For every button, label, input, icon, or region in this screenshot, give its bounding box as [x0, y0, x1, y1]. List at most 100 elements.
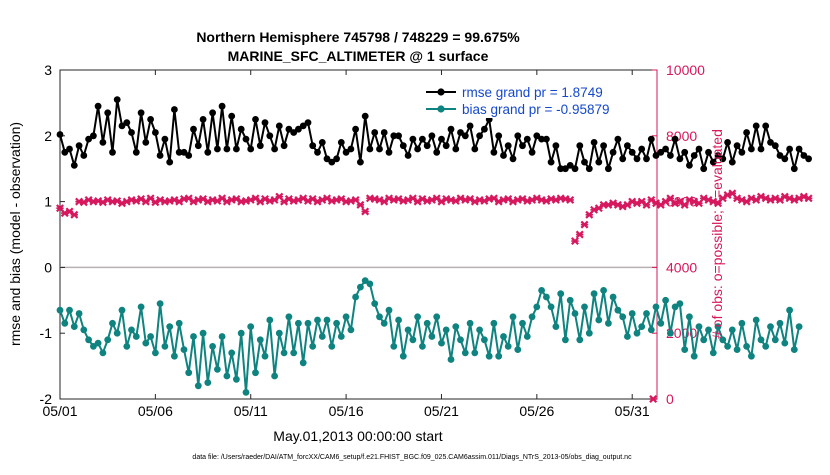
series-bias-point — [519, 319, 526, 327]
series-bias-point — [757, 336, 765, 344]
series-rmse-point — [471, 145, 479, 153]
series-bias-point — [99, 349, 107, 357]
series-bias-point — [767, 323, 774, 330]
series-bias-point — [771, 336, 779, 344]
series-rmse-point — [118, 122, 126, 130]
legend-bias-label: bias grand pr = -0.95879 — [462, 102, 609, 117]
series-bias-point — [690, 352, 698, 360]
series-rmse-point — [700, 165, 708, 173]
series-rmse-point — [185, 152, 193, 159]
series-rmse-point — [109, 148, 116, 156]
series-rmse-point — [490, 148, 498, 156]
series-rmse-point — [728, 158, 736, 166]
series-bias-point — [266, 316, 274, 324]
series-bias-point — [290, 349, 298, 357]
y-tick-label-left: -2 — [40, 391, 53, 407]
legend: rmse grand pr = 1.8749 bias grand pr = -… — [424, 80, 655, 118]
series-rmse-point — [795, 145, 803, 153]
series-rmse-point — [361, 112, 369, 120]
series-obs-point — [580, 220, 589, 229]
chart-title-line-1: Northern Hemisphere 745798 / 748229 = 99… — [196, 29, 520, 45]
series-rmse-point — [514, 132, 522, 140]
series-rmse-point — [543, 135, 550, 143]
series-bias-point — [733, 346, 741, 353]
series-rmse-point — [523, 135, 531, 143]
series-bias-point — [657, 319, 665, 327]
series-rmse-point — [242, 135, 250, 143]
series-rmse-point — [376, 145, 383, 153]
series-bias-point — [380, 319, 388, 327]
series-bias-point — [686, 313, 693, 321]
series-rmse-point — [128, 129, 135, 136]
series-rmse-point — [357, 158, 364, 166]
series-bias-point — [667, 329, 674, 337]
series-rmse-point — [380, 129, 388, 136]
series-bias-point — [242, 389, 250, 396]
y-tick-label-left: 2 — [44, 128, 52, 144]
series-bias-point — [433, 313, 441, 321]
series-bias-point — [333, 319, 340, 327]
series-rmse-point — [61, 148, 69, 156]
series-rmse-point — [771, 142, 779, 150]
x-tick-label: 05/06 — [138, 403, 173, 419]
series-rmse-point — [423, 142, 431, 150]
series-bias-point — [504, 343, 512, 350]
series-rmse-point — [767, 139, 774, 146]
series-bias-point — [790, 346, 798, 353]
series-rmse-point — [199, 116, 207, 123]
series-rmse-point — [757, 145, 765, 153]
series-rmse-point — [566, 162, 574, 169]
x-axis-label: May.01,2013 00:00:00 start — [273, 428, 443, 444]
series-rmse-point — [161, 135, 169, 143]
series-rmse-point — [786, 145, 793, 153]
y-tick-label-left: 1 — [44, 194, 52, 210]
series-bias-point — [328, 343, 336, 350]
series-rmse-point — [433, 148, 441, 156]
series-bias-point — [85, 336, 92, 344]
series-rmse-point — [342, 148, 350, 156]
series-rmse-point — [504, 142, 512, 150]
series-rmse-point — [123, 119, 131, 126]
series-bias-point — [204, 379, 212, 386]
series-bias-point — [113, 329, 121, 337]
x-tick-label: 05/11 — [234, 403, 268, 419]
series-rmse-point — [528, 148, 536, 156]
series-rmse-point — [652, 152, 660, 159]
series-bias-point — [523, 333, 531, 340]
series-rmse — [56, 96, 812, 173]
series-bias-point — [423, 319, 431, 327]
series-rmse-point — [75, 142, 83, 150]
series-rmse-point — [552, 142, 560, 150]
series-bias-point — [514, 346, 522, 353]
series-bias-point — [409, 336, 417, 344]
series-obs-evaluated — [56, 189, 813, 403]
series-bias-point — [738, 319, 746, 327]
series-bias-point — [538, 287, 545, 294]
series-rmse-point — [280, 142, 288, 150]
series-rmse-point — [194, 142, 202, 150]
series-rmse-point — [233, 145, 240, 153]
series-bias-point — [781, 339, 789, 347]
series-rmse-point — [452, 145, 460, 153]
series-rmse-point — [628, 148, 636, 156]
series-rmse-point — [171, 106, 178, 113]
y-tick-label-left: 0 — [44, 259, 52, 275]
series-bias-point — [619, 313, 627, 321]
series-bias-point — [399, 352, 407, 360]
series-bias-point — [376, 313, 383, 321]
series-bias-point — [404, 326, 412, 334]
series-bias-point — [94, 339, 102, 347]
series-bias-point — [547, 303, 555, 311]
series-rmse-point — [733, 142, 741, 150]
series-rmse-point — [600, 142, 607, 150]
y-tick-label-left: -1 — [40, 325, 53, 341]
series-rmse-point — [633, 155, 641, 163]
series-bias-point — [762, 343, 770, 350]
series-rmse-point — [581, 158, 588, 166]
series-rmse-point — [275, 122, 283, 130]
chart-title-line-2: MARINE_SFC_ALTIMETER @ 1 surface — [228, 48, 489, 64]
series-rmse-point — [175, 148, 183, 156]
series-rmse-point — [676, 155, 684, 163]
y-tick-label-right: 2000 — [666, 325, 697, 341]
series-rmse-point — [80, 152, 88, 159]
